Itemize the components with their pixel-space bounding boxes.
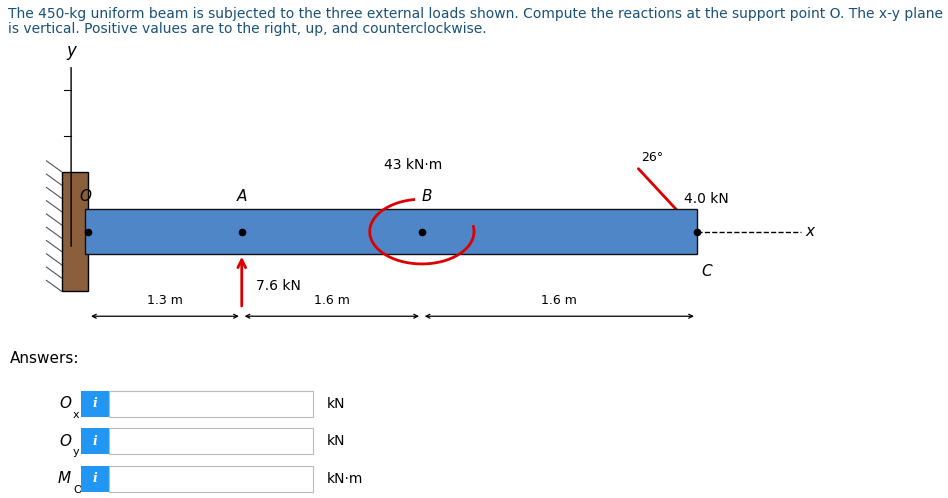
Text: kN·m: kN·m xyxy=(327,472,363,486)
Text: =: = xyxy=(90,434,108,449)
Text: i: i xyxy=(92,397,98,410)
Text: x: x xyxy=(73,410,80,420)
Text: The 450-kg uniform beam is subjected to the three external loads shown. Compute : The 450-kg uniform beam is subjected to … xyxy=(8,7,942,21)
Text: y: y xyxy=(73,447,80,457)
Text: O: O xyxy=(59,434,71,449)
Text: 4.0 kN: 4.0 kN xyxy=(684,192,728,206)
Text: x: x xyxy=(806,224,814,239)
Text: B: B xyxy=(421,189,432,204)
Text: kN: kN xyxy=(327,397,346,411)
Text: is vertical. Positive values are to the right, up, and counterclockwise.: is vertical. Positive values are to the … xyxy=(8,22,486,36)
Text: 1.3 m: 1.3 m xyxy=(147,294,183,307)
Text: O: O xyxy=(59,396,71,411)
Bar xyxy=(109,391,313,417)
Text: i: i xyxy=(92,435,98,448)
Bar xyxy=(81,466,109,492)
Text: 26°: 26° xyxy=(641,151,664,164)
Text: C: C xyxy=(702,264,712,279)
Text: kN: kN xyxy=(327,434,346,448)
Bar xyxy=(81,428,109,454)
Polygon shape xyxy=(62,172,88,291)
Bar xyxy=(109,466,313,492)
Text: Answers:: Answers: xyxy=(9,351,79,366)
Text: 7.6 kN: 7.6 kN xyxy=(256,279,301,293)
Text: O: O xyxy=(73,485,82,495)
Text: O: O xyxy=(80,189,91,204)
Text: A: A xyxy=(237,189,246,204)
Bar xyxy=(81,391,109,417)
Bar xyxy=(109,428,313,454)
Text: i: i xyxy=(92,472,98,485)
Text: M: M xyxy=(58,471,71,486)
Text: =: = xyxy=(90,471,108,486)
Text: 1.6 m: 1.6 m xyxy=(541,294,577,307)
Polygon shape xyxy=(85,209,697,254)
Text: 1.6 m: 1.6 m xyxy=(314,294,350,307)
Text: =: = xyxy=(90,396,108,411)
Text: 43 kN·m: 43 kN·m xyxy=(384,158,442,172)
Text: y: y xyxy=(66,42,76,60)
